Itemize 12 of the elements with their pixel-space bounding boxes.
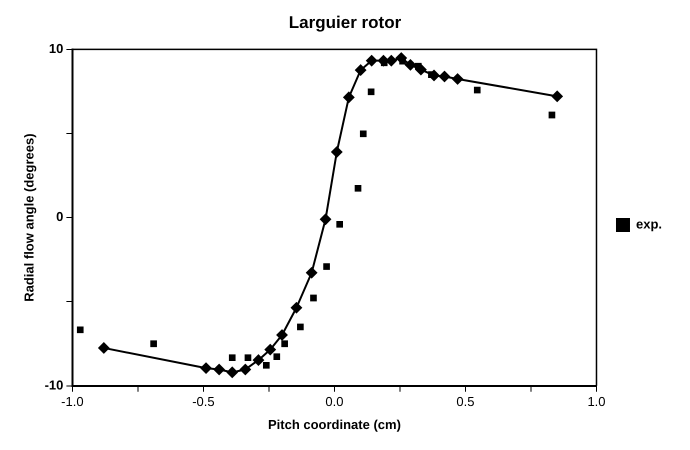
- x-tick-label: -0.5: [192, 394, 215, 410]
- x-tick-label: 0.5: [456, 394, 474, 410]
- y-tick-label: 0: [56, 209, 64, 224]
- legend-label: exp.: [636, 216, 662, 232]
- y-tick-label: -10: [44, 377, 64, 392]
- x-tick-label: 1.0: [587, 394, 606, 410]
- x-tick-label: -1.0: [61, 394, 84, 410]
- y-axis-title: Radial flow angle (degrees): [21, 133, 36, 302]
- chart-title: Larguier rotor: [288, 12, 402, 32]
- x-tick-label: 0.0: [325, 394, 344, 410]
- y-tick-label: 10: [48, 40, 64, 56]
- x-axis-title: Pitch coordinate (cm): [268, 416, 401, 432]
